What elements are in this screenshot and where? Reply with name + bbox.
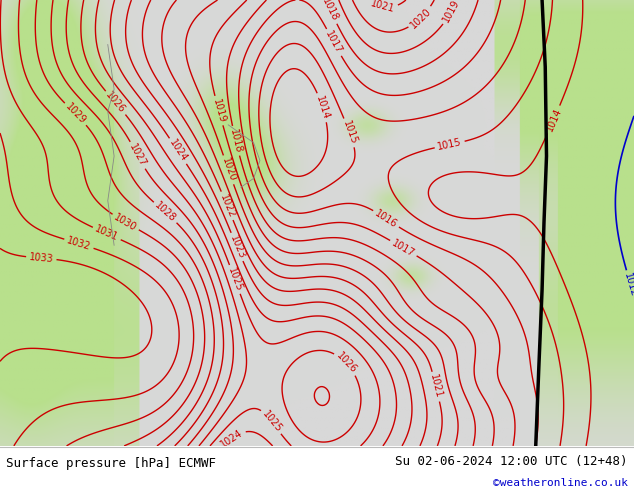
Text: 1025: 1025 bbox=[260, 409, 283, 434]
Text: 1018: 1018 bbox=[228, 128, 243, 154]
Text: 1015: 1015 bbox=[340, 120, 358, 146]
Text: 1016: 1016 bbox=[373, 208, 399, 229]
Text: 1012: 1012 bbox=[623, 272, 634, 298]
Text: Surface pressure [hPa] ECMWF: Surface pressure [hPa] ECMWF bbox=[6, 457, 216, 470]
Text: Su 02-06-2024 12:00 UTC (12+48): Su 02-06-2024 12:00 UTC (12+48) bbox=[395, 455, 628, 468]
Text: 1015: 1015 bbox=[437, 137, 463, 152]
Text: 1018: 1018 bbox=[320, 0, 340, 23]
Text: 1021: 1021 bbox=[370, 0, 396, 14]
Text: 1019: 1019 bbox=[211, 98, 227, 124]
Text: 1032: 1032 bbox=[66, 235, 92, 252]
Text: 1029: 1029 bbox=[63, 102, 87, 126]
Text: 1020: 1020 bbox=[408, 6, 433, 30]
Text: 1014: 1014 bbox=[544, 106, 563, 133]
Text: 1021: 1021 bbox=[428, 373, 444, 400]
Text: 1017: 1017 bbox=[391, 238, 417, 259]
Text: ©weatheronline.co.uk: ©weatheronline.co.uk bbox=[493, 478, 628, 489]
Text: 1027: 1027 bbox=[127, 142, 148, 169]
Text: 1033: 1033 bbox=[29, 252, 54, 264]
Text: 1031: 1031 bbox=[94, 224, 120, 243]
Text: 1025: 1025 bbox=[226, 266, 244, 293]
Text: 1026: 1026 bbox=[104, 90, 127, 116]
Text: 1022: 1022 bbox=[218, 193, 236, 219]
Text: 1017: 1017 bbox=[323, 29, 344, 56]
Text: 1026: 1026 bbox=[334, 351, 358, 375]
Text: 1024: 1024 bbox=[167, 138, 189, 164]
Text: 1019: 1019 bbox=[441, 0, 462, 24]
Text: 1024: 1024 bbox=[219, 427, 245, 449]
Text: 1023: 1023 bbox=[228, 234, 247, 260]
Text: 1028: 1028 bbox=[153, 200, 178, 224]
Text: 1020: 1020 bbox=[219, 157, 237, 183]
Text: 1030: 1030 bbox=[112, 212, 139, 233]
Text: 1014: 1014 bbox=[314, 94, 331, 121]
